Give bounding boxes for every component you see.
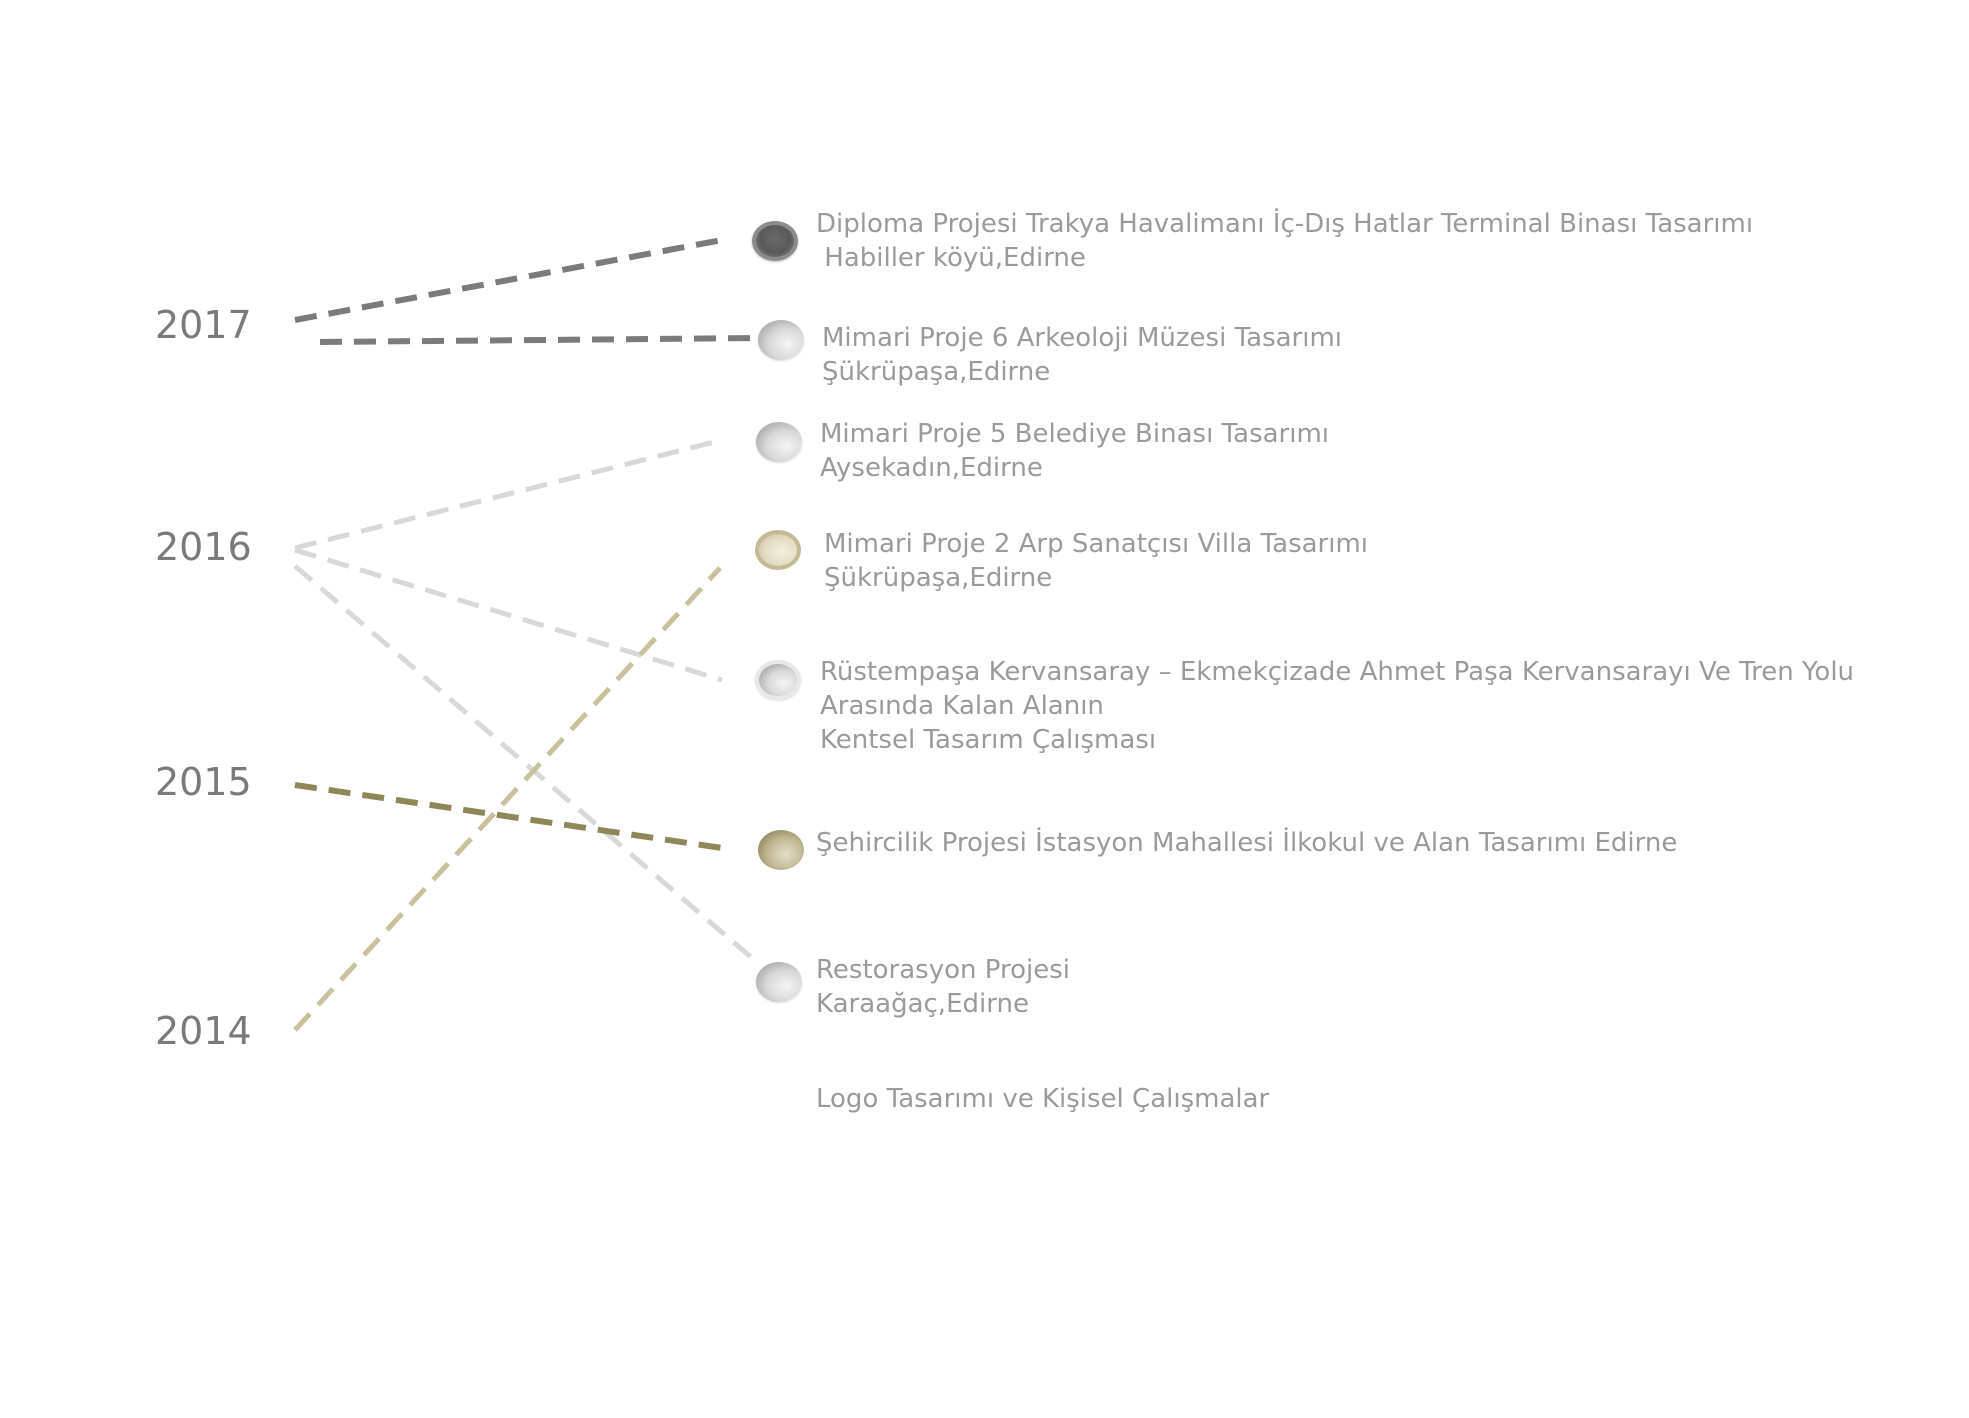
year-label-2015: 2015 [155, 760, 252, 804]
project-location: Aysekadın,Edirne [820, 453, 1043, 483]
project-subtitle: Arasında Kalan Alanın [820, 691, 1104, 721]
footer-label: Logo Tasarımı ve Kişisel Çalışmalar [816, 1084, 1270, 1114]
year-label-2014: 2014 [155, 1009, 252, 1053]
project-title: Restorasyon Projesi [816, 955, 1070, 985]
project-entry-kervansaray[interactable]: Rüstempaşa Kervansaray – Ekmekçizade Ahm… [820, 655, 1854, 757]
connector-2016-restorasyon [293, 564, 754, 960]
project-entry-restorasyon[interactable]: Restorasyon Projesi Karaağaç,Edirne [816, 953, 1070, 1021]
project-marker-villa [755, 530, 801, 570]
project-title: Mimari Proje 2 Arp Sanatçısı Villa Tasar… [824, 529, 1369, 559]
project-location: Şükrüpaşa,Edirne [822, 357, 1051, 387]
project-title: Mimari Proje 5 Belediye Binası Tasarımı [820, 419, 1330, 449]
project-marker-belediye [756, 422, 802, 462]
project-location: Habiller köyü,Edirne [816, 243, 1086, 273]
project-title: Rüstempaşa Kervansaray – Ekmekçizade Ahm… [820, 657, 1855, 687]
project-marker-restorasyon [756, 962, 802, 1002]
project-title: Mimari Proje 6 Arkeoloji Müzesi Tasarımı [822, 323, 1343, 353]
project-location: Karaağaç,Edirne [816, 989, 1029, 1019]
connector-2017-diploma [294, 237, 723, 323]
project-entry-sehircilik[interactable]: Şehircilik Projesi İstasyon Mahallesi İl… [816, 826, 1677, 860]
project-title: Diploma Projesi Trakya Havalimanı İç-Dış… [816, 209, 1754, 239]
connector-2016-kervansaray [294, 547, 723, 683]
project-marker-kervansaray [755, 660, 801, 700]
project-entry-villa[interactable]: Mimari Proje 2 Arp Sanatçısı Villa Tasar… [824, 527, 1368, 595]
project-location: Kentsel Tasarım Çalışması [820, 725, 1157, 755]
project-marker-sehircilik [758, 830, 804, 870]
connector-2014-villa [293, 566, 722, 1032]
project-marker-arkeoloji [758, 320, 804, 360]
project-marker-diploma [752, 221, 798, 261]
year-label-2016: 2016 [155, 525, 252, 569]
year-label-2017: 2017 [155, 303, 252, 347]
connector-2016-belediye [294, 437, 723, 551]
project-location: Şükrüpaşa,Edirne [824, 563, 1053, 593]
connector-2017-arkeoloji [319, 335, 761, 345]
project-title: Şehircilik Projesi İstasyon Mahallesi İl… [816, 828, 1678, 858]
project-entry-arkeoloji[interactable]: Mimari Proje 6 Arkeoloji Müzesi Tasarımı… [822, 321, 1342, 389]
connector-2015-sehircilik [294, 782, 723, 851]
project-entry-diploma[interactable]: Diploma Projesi Trakya Havalimanı İç-Dış… [816, 207, 1753, 275]
project-entry-belediye[interactable]: Mimari Proje 5 Belediye Binası Tasarımı … [820, 417, 1329, 485]
footer-link-logo-personal[interactable]: Logo Tasarımı ve Kişisel Çalışmalar [816, 1082, 1269, 1116]
